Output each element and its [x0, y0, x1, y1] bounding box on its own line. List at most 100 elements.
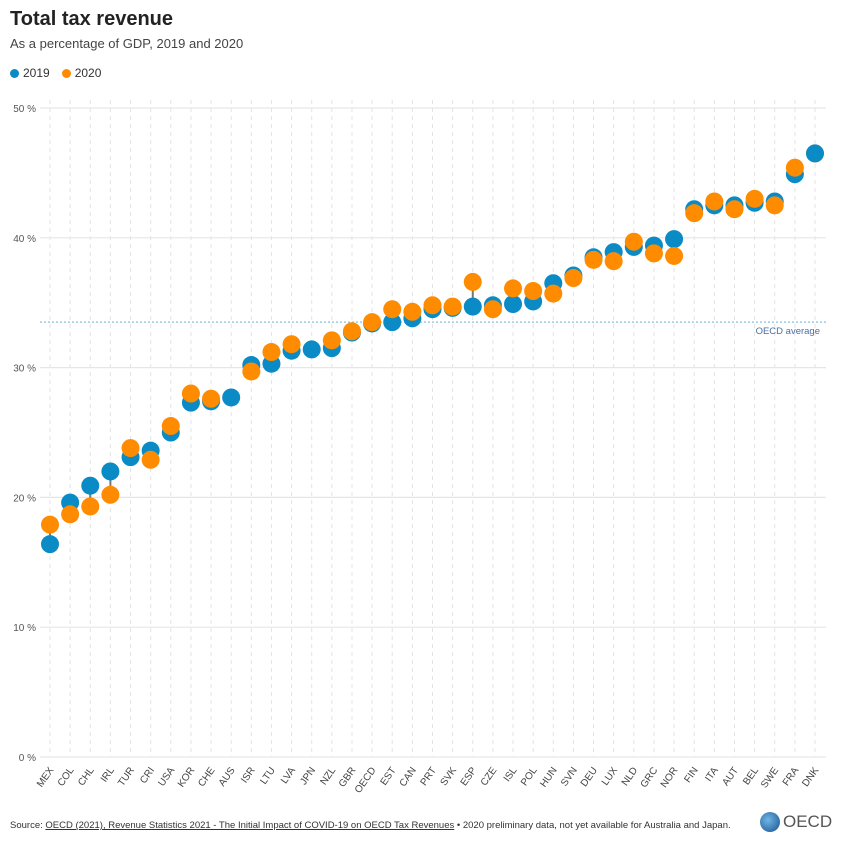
point-2020 [705, 192, 724, 211]
point-2020 [544, 284, 563, 303]
y-tick-label: 20 % [13, 493, 36, 504]
oecd-logo: OECD [760, 812, 832, 832]
point-2020 [443, 297, 462, 316]
point-2020 [81, 497, 100, 516]
x-tick-label: MEX [35, 765, 57, 789]
x-tick-label: CRI [138, 765, 157, 785]
x-tick-label: LVA [279, 765, 298, 786]
x-tick-label: SWE [759, 765, 781, 790]
x-tick-label: SVK [439, 765, 460, 788]
point-2020 [765, 196, 784, 215]
x-tick-label: CZE [479, 765, 500, 788]
legend-swatch-2019 [10, 68, 19, 78]
point-2020 [644, 244, 663, 263]
point-2019 [463, 297, 482, 316]
point-2020 [584, 250, 603, 269]
x-tick-label: DEU [579, 765, 600, 789]
point-2019 [383, 313, 402, 332]
legend-label-2020: 2020 [74, 66, 102, 80]
oecd-average-label: OECD average [756, 326, 820, 337]
point-2020 [604, 252, 623, 271]
point-2020 [524, 282, 543, 301]
x-tick-label: ISR [239, 765, 258, 785]
x-tick-label: PRT [419, 765, 439, 788]
legend-swatch-2020 [61, 68, 71, 78]
chart-title: Total tax revenue [10, 8, 174, 30]
point-2020 [504, 279, 523, 298]
point-2020 [41, 515, 59, 534]
point-2020 [363, 313, 382, 332]
x-tick-label: POL [519, 765, 540, 788]
x-tick-label: IRL [99, 765, 117, 784]
point-2020 [745, 189, 764, 208]
point-2019 [81, 476, 100, 495]
legend: 2019 2020 [10, 66, 101, 80]
point-2019 [665, 230, 684, 249]
x-tick-label: EST [379, 765, 399, 787]
point-2020 [463, 272, 482, 291]
point-2020 [483, 300, 502, 319]
point-2020 [322, 331, 341, 350]
point-2020 [423, 296, 442, 315]
x-tick-label: DNK [800, 765, 821, 789]
x-tick-label: ITA [703, 765, 721, 784]
point-2019 [41, 535, 59, 554]
x-tick-label: ISL [502, 765, 520, 784]
point-2020 [141, 450, 160, 469]
globe-icon [760, 812, 780, 832]
x-tick-label: HUN [538, 765, 559, 789]
x-tick-label: LTU [258, 765, 277, 786]
legend-label-2019: 2019 [23, 66, 50, 80]
point-2020 [685, 204, 704, 223]
x-tick-label: GRC [639, 765, 661, 790]
point-2020 [121, 439, 140, 458]
x-tick-label: USA [156, 765, 177, 788]
y-tick-label: 0 % [19, 753, 36, 764]
y-tick-label: 30 % [13, 364, 36, 375]
point-2020 [403, 302, 422, 321]
y-tick-label: 10 % [13, 623, 36, 634]
point-2020 [181, 384, 200, 403]
point-2019 [222, 388, 241, 407]
x-tick-label: ESP [459, 765, 480, 788]
x-tick-label: COL [56, 765, 77, 789]
point-2020 [161, 417, 180, 436]
x-tick-label: NOR [659, 765, 681, 790]
point-2020 [262, 343, 281, 362]
x-tick-label: FRA [781, 765, 802, 788]
point-2020 [665, 246, 684, 265]
point-2019 [504, 294, 523, 313]
x-tick-label: NLD [620, 765, 640, 788]
x-tick-label: TUR [116, 765, 137, 788]
x-tick-label: AUT [720, 765, 740, 788]
point-2020 [725, 200, 744, 219]
x-tick-label: LUX [600, 765, 620, 788]
x-tick-label: SVN [559, 765, 580, 788]
point-2019 [302, 340, 321, 359]
point-2020 [101, 485, 120, 504]
x-tick-label: CAN [398, 765, 419, 789]
x-tick-label: CHL [76, 765, 97, 788]
legend-item-2020[interactable]: 2020 [61, 66, 102, 80]
point-2020 [202, 389, 221, 408]
x-tick-label: CHE [196, 765, 217, 789]
x-tick-label: JPN [298, 765, 318, 787]
x-tick-label: KOR [176, 765, 197, 789]
source-note: Source: OECD (2021), Revenue Statistics … [10, 820, 731, 831]
x-tick-label: AUS [217, 765, 238, 788]
point-2020 [242, 362, 261, 381]
legend-item-2019[interactable]: 2019 [10, 66, 50, 80]
point-2020 [61, 505, 80, 524]
y-tick-label: 50 % [13, 104, 36, 115]
point-2020 [383, 300, 402, 319]
point-2019 [101, 462, 120, 481]
x-tick-label: NZL [318, 765, 338, 787]
chart-subtitle: As a percentage of GDP, 2019 and 2020 [10, 36, 244, 51]
point-2020 [624, 232, 643, 251]
logo-text: OECD [783, 812, 833, 831]
source-link[interactable]: OECD (2021), Revenue Statistics 2021 - T… [45, 820, 455, 831]
source-suffix: • 2020 preliminary data, not yet availab… [454, 820, 731, 831]
point-2020 [564, 269, 583, 288]
point-2020 [785, 158, 804, 177]
